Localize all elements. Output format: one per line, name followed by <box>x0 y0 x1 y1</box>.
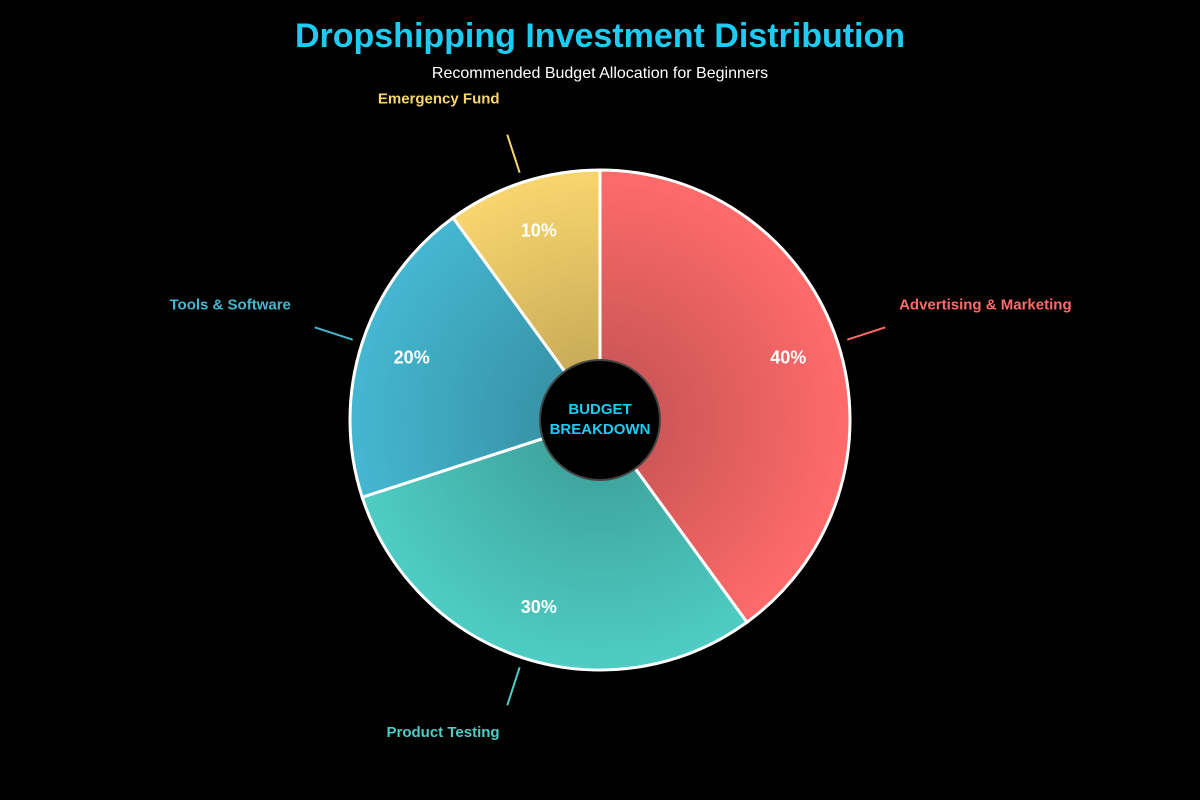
pie-slice <box>598 168 852 625</box>
chart-subtitle: Recommended Budget Allocation for Beginn… <box>432 65 768 82</box>
center-hole <box>539 359 661 481</box>
value-label: 20% <box>394 348 430 368</box>
leader-line <box>846 326 886 341</box>
pie-slice <box>348 215 603 500</box>
center-label: BUDGET <box>568 401 631 418</box>
pie-slice <box>360 418 750 672</box>
leader-line <box>314 326 354 341</box>
value-label: 10% <box>521 220 557 240</box>
category-label: Tools & Software <box>170 297 291 314</box>
center-label: BREAKDOWN <box>550 421 651 438</box>
category-label: Advertising & Marketing <box>899 297 1072 314</box>
leader-line <box>506 666 521 706</box>
value-label: 30% <box>521 597 557 617</box>
category-label: Product Testing <box>387 724 500 741</box>
pie-slice <box>450 168 602 425</box>
value-label: 40% <box>770 348 806 368</box>
category-label: Emergency Fund <box>378 91 500 108</box>
leader-line <box>506 134 521 174</box>
chart-title: Dropshipping Investment Distribution <box>295 17 905 55</box>
